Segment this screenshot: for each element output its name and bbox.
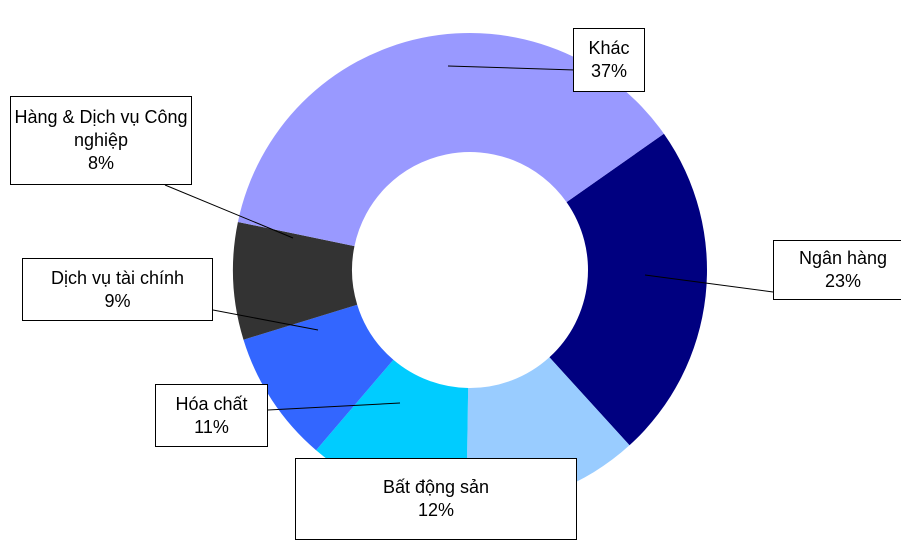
slice [237,33,664,247]
slice [549,133,707,446]
label-name: Hóa chất [175,393,248,414]
slice [243,304,394,451]
label-name: Bất động sản [382,477,490,497]
leader-line [164,184,294,239]
label-value: 23% [824,271,862,291]
leader-line [267,402,401,411]
data-label: Dịch vụ tài chính 9% [22,258,213,321]
leader-line [644,274,774,293]
label-value: 8% [87,153,114,173]
data-label: Khác 37% [573,28,645,92]
data-label: Hóa chất 11% [155,384,268,447]
label-name: Khác [588,38,630,58]
leader-line [447,65,576,71]
label-value: 12% [417,500,455,520]
label-value: 37% [590,61,628,81]
data-label: Ngân hàng 23% [773,240,901,300]
label-name: Ngân hàng [798,248,888,268]
data-label: Bất động sản 12% [295,458,577,540]
slice [233,221,358,340]
data-label: Hàng & Dịch vụ Công nghiệp 8% [10,96,192,185]
leader-line [212,309,319,331]
label-name: Dịch vụ tài chính [50,267,185,288]
label-name: Hàng & Dịch vụ Công nghiệp [14,107,188,150]
label-value: 11% [194,416,229,437]
label-value: 9% [104,290,131,311]
